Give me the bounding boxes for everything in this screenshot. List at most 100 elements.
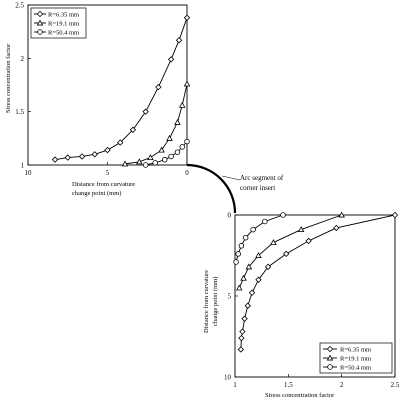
top-left-x-tick-label: 5 bbox=[106, 169, 110, 177]
top-left-series-line-diamond bbox=[54, 17, 188, 161]
bottom-right-y-axis-label-line-2: change point (mm) bbox=[212, 277, 219, 326]
annotation-line-1: Arc segment of bbox=[240, 174, 284, 182]
bottom-right-point-circle bbox=[233, 259, 239, 265]
bottom-right-legend-label: R=50.4 mm bbox=[340, 364, 371, 371]
bottom-right-point-diamond bbox=[255, 276, 262, 283]
top-left-x-tick-label: 0 bbox=[185, 169, 189, 177]
top-left-y-tick-label: 1.5 bbox=[15, 108, 24, 116]
top-left-x-axis-label-line-2: change point (mm) bbox=[72, 190, 121, 197]
top-left-point-circle bbox=[168, 153, 174, 160]
top-left-point-diamond bbox=[129, 126, 137, 133]
bottom-right-y-tick-label: 5 bbox=[228, 293, 232, 301]
top-left-y-tick-label: 2.5 bbox=[15, 2, 24, 10]
bottom-right-point-circle bbox=[250, 226, 256, 233]
bottom-right-point-diamond bbox=[283, 250, 290, 258]
top-left-point-triangle bbox=[166, 134, 173, 141]
bottom-right-legend-marker-diamond bbox=[326, 345, 334, 353]
bottom-right-legend-marker-circle bbox=[327, 364, 333, 370]
bottom-right-series bbox=[233, 211, 399, 353]
annotation-line-2: corner insert bbox=[240, 184, 275, 192]
bottom-right-y-tick-label: 10 bbox=[224, 374, 232, 382]
bottom-right-panel: 1 1.5 2 2.5 0 5 10 Stress concentration facto… bbox=[203, 212, 400, 400]
top-left-point-triangle bbox=[178, 101, 186, 108]
top-left-point-diamond bbox=[142, 108, 149, 115]
bottom-right-legend: R=6.35 mm R=19.1 mm R=50.4 mm bbox=[319, 342, 393, 374]
top-left-panel: 10 5 0 1 1.5 2 2.5 Distance from curvature ch… bbox=[5, 2, 191, 197]
bottom-right-point-circle bbox=[262, 218, 268, 225]
top-left-point-circle bbox=[184, 138, 190, 145]
bottom-right-legend-label: R=19.1 mm bbox=[340, 355, 371, 362]
top-left-y-ticks: 1 1.5 2 2.5 bbox=[15, 2, 31, 170]
top-left-series-line-triangle bbox=[124, 83, 188, 165]
top-left-point-triangle bbox=[174, 118, 181, 125]
top-left-point-diamond bbox=[51, 156, 59, 163]
top-left-y-axis-label: Stress concentration factor bbox=[5, 43, 12, 113]
bottom-right-point-triangle bbox=[255, 252, 262, 258]
top-left-point-diamond bbox=[167, 56, 175, 63]
annotation-leader-line bbox=[221, 175, 241, 181]
bottom-right-point-circle bbox=[238, 243, 245, 249]
bottom-right-y-tick-label: 0 bbox=[228, 212, 232, 220]
bottom-right-x-ticks: 1 1.5 2 2.5 bbox=[233, 374, 400, 389]
corner-arc bbox=[186, 163, 237, 214]
top-left-point-diamond bbox=[104, 146, 111, 154]
top-left-legend-label: R=19.1 mm bbox=[48, 20, 79, 27]
top-left-point-diamond bbox=[91, 151, 98, 158]
top-left-point-circle bbox=[152, 160, 158, 166]
bottom-right-x-tick-label: 2 bbox=[340, 381, 344, 389]
bottom-right-legend-marker-triangle bbox=[326, 354, 334, 361]
bottom-right-legend-items: R=6.35 mm R=19.1 mm R=50.4 mm bbox=[323, 345, 371, 371]
top-left-point-circle bbox=[162, 156, 168, 163]
top-left-point-circle bbox=[179, 144, 185, 150]
top-left-legend-items: R=6.35 mm R=19.1 mm R=50.4 mm bbox=[34, 10, 79, 36]
bottom-right-series-line-diamond bbox=[240, 214, 396, 350]
top-left-x-tick-label: 10 bbox=[25, 169, 33, 177]
bottom-right-y-axis-label-line-1: Distance from curvature bbox=[203, 270, 210, 333]
top-left-y-tick-label: 2 bbox=[21, 55, 25, 63]
top-left-legend-label: R=6.35 mm bbox=[48, 11, 79, 18]
bottom-right-x-tick-label: 1 bbox=[233, 381, 237, 389]
top-left-legend-marker-triangle bbox=[36, 19, 44, 26]
top-left-point-triangle bbox=[136, 158, 143, 165]
top-left-x-ticks: 10 5 0 bbox=[25, 162, 189, 177]
top-left-x-axis-label-line-1: Distance from curvature bbox=[72, 181, 135, 188]
top-left-legend-label: R=50.4 mm bbox=[48, 29, 79, 36]
top-left-point-triangle bbox=[147, 154, 154, 161]
bottom-right-point-diamond bbox=[239, 328, 246, 335]
top-left-point-triangle bbox=[158, 146, 165, 153]
bottom-right-y-ticks: 0 5 10 bbox=[224, 212, 238, 382]
bottom-right-point-circle bbox=[242, 234, 249, 241]
top-left-point-diamond bbox=[64, 154, 71, 161]
top-left-point-triangle bbox=[121, 160, 129, 167]
top-left-y-tick-label: 1 bbox=[21, 162, 25, 170]
bottom-right-point-diamond bbox=[391, 211, 399, 219]
bottom-right-point-triangle bbox=[245, 263, 253, 270]
bottom-right-point-diamond bbox=[264, 263, 272, 271]
top-left-legend: R=6.35 mm R=19.1 mm R=50.4 mm bbox=[30, 7, 87, 39]
bottom-right-point-diamond bbox=[237, 346, 245, 353]
top-left-legend-marker-diamond bbox=[36, 10, 44, 18]
top-left-series bbox=[51, 14, 191, 168]
bottom-right-x-tick-label: 1.5 bbox=[284, 381, 293, 389]
bottom-right-x-tick-label: 2.5 bbox=[391, 381, 400, 389]
bottom-right-point-triangle bbox=[338, 211, 345, 218]
bottom-right-point-circle bbox=[280, 212, 286, 218]
bottom-right-point-triangle bbox=[235, 284, 243, 291]
top-left-point-diamond bbox=[183, 14, 191, 21]
bottom-right-point-diamond bbox=[241, 315, 248, 322]
top-left-point-diamond bbox=[155, 83, 162, 91]
bottom-right-point-triangle bbox=[270, 239, 277, 246]
top-left-point-diamond bbox=[78, 153, 86, 160]
top-left-point-diamond bbox=[175, 37, 183, 44]
top-left-legend-marker-circle bbox=[37, 29, 43, 35]
bottom-right-point-diamond bbox=[248, 289, 256, 296]
top-left-point-diamond bbox=[117, 139, 124, 146]
bottom-right-point-diamond bbox=[244, 302, 251, 309]
bottom-right-point-triangle bbox=[240, 274, 247, 281]
bottom-right-point-diamond bbox=[305, 237, 312, 245]
top-left-point-circle bbox=[174, 149, 181, 155]
bottom-right-x-axis-label: Stress concentration factor bbox=[265, 392, 335, 399]
bottom-right-point-diamond bbox=[333, 224, 340, 232]
top-left-point-triangle bbox=[183, 80, 191, 87]
